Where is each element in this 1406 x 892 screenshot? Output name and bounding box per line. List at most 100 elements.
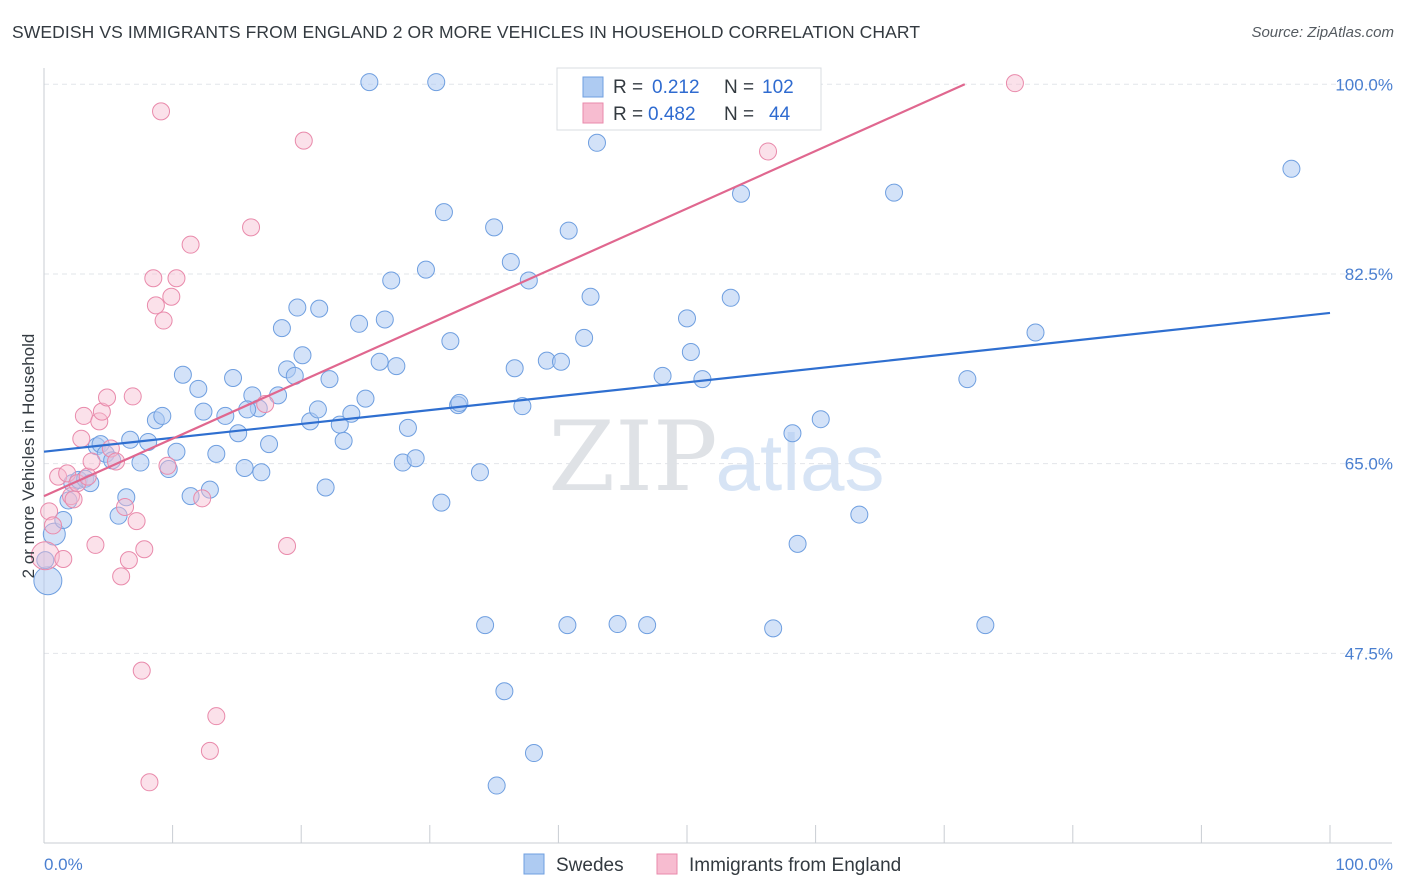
swedes-point-86 xyxy=(681,342,700,361)
swedes-point-20 xyxy=(167,442,186,461)
england-point-2 xyxy=(44,516,63,535)
legend-n-value-1: 102 xyxy=(762,77,794,98)
bottom-legend-england: Immigrants from England xyxy=(689,855,901,876)
swedes-point-57 xyxy=(406,449,425,468)
swedes-point-72 xyxy=(513,397,532,416)
england-point-43 xyxy=(1005,74,1024,93)
swedes-point-81 xyxy=(587,133,606,152)
england-point-31 xyxy=(158,456,177,475)
swedes-point-100 xyxy=(36,551,55,570)
series-immigrants-from-england xyxy=(30,74,1024,792)
england-point-41 xyxy=(294,131,313,150)
legend-r-label-2: R = xyxy=(613,104,643,125)
swedes-point-96 xyxy=(958,370,977,389)
england-point-40 xyxy=(278,537,297,556)
england-point-6 xyxy=(62,487,81,506)
x-tick-labels: 0.0% 100.0% xyxy=(44,855,1393,874)
england-point-26 xyxy=(140,773,159,792)
england-point-1 xyxy=(40,502,59,521)
swedes-point-22 xyxy=(181,487,200,506)
england-point-19 xyxy=(112,567,131,586)
swedes-point-34 xyxy=(260,435,279,454)
swedes-point-97 xyxy=(976,616,995,635)
swedes-point-70 xyxy=(501,253,520,272)
england-point-34 xyxy=(181,235,200,254)
legend-r-label-1: R = xyxy=(613,77,643,98)
source-label: Source: ZipAtlas.com xyxy=(1251,24,1394,41)
england-point-29 xyxy=(152,102,171,121)
swedes-point-92 xyxy=(788,534,807,553)
swedes-point-30 xyxy=(235,458,254,477)
swedes-point-85 xyxy=(678,309,696,328)
y-axis-title: 2 or more Vehicles in Household xyxy=(19,334,38,579)
y-tick-labels: 47.5% 65.0% 82.5% 100.0% xyxy=(1335,75,1393,663)
swedes-point-102 xyxy=(308,400,327,419)
swedes-point-24 xyxy=(194,402,213,421)
england-point-37 xyxy=(207,707,226,726)
watermark-zip: ZIP xyxy=(548,401,717,513)
swedes-point-90 xyxy=(764,619,783,638)
england-point-35 xyxy=(193,489,212,508)
swedes-point-76 xyxy=(551,352,570,371)
england-point-12 xyxy=(82,452,101,471)
england-trend-line xyxy=(43,83,966,498)
legend-n-label-2: N = xyxy=(724,104,754,125)
england-point-32 xyxy=(162,287,181,306)
swedes-point-40 xyxy=(293,346,312,365)
y-tick-label-1: 65.0% xyxy=(1345,455,1393,474)
swedes-point-74 xyxy=(524,744,543,763)
swedes-point-21 xyxy=(173,365,192,384)
england-point-9 xyxy=(72,429,91,448)
bottom-legend-swatch-england xyxy=(656,853,678,875)
swedes-point-59 xyxy=(427,73,446,92)
bottom-legend-swatch-swedes xyxy=(523,853,545,875)
swedes-point-98 xyxy=(1026,323,1045,342)
watermark: ZIP atlas xyxy=(548,401,884,513)
england-point-28 xyxy=(146,296,165,315)
swedes-point-88 xyxy=(721,288,740,307)
england-point-21 xyxy=(119,551,138,570)
england-point-33 xyxy=(167,269,186,288)
y-tick-label-0: 47.5% xyxy=(1345,644,1393,663)
swedes-point-29 xyxy=(229,424,248,443)
swedes-point-42 xyxy=(310,299,329,318)
swedes-point-14 xyxy=(121,430,140,449)
swedes-point-68 xyxy=(487,776,506,795)
england-point-22 xyxy=(123,387,142,406)
swedes-point-28 xyxy=(224,369,243,387)
y-tick-label-3: 100.0% xyxy=(1335,75,1393,94)
grid-lines xyxy=(44,83,1392,654)
england-point-20 xyxy=(116,497,135,516)
swedes-point-51 xyxy=(370,352,389,371)
england-point-16 xyxy=(98,388,117,407)
y-tick-label-2: 82.5% xyxy=(1345,265,1393,284)
swedes-point-79 xyxy=(575,328,594,347)
swedes-point-33 xyxy=(252,463,271,482)
swedes-point-56 xyxy=(398,418,417,437)
england-point-42 xyxy=(759,142,778,161)
swedes-point-94 xyxy=(850,505,869,524)
swedes-point-53 xyxy=(382,271,401,290)
england-point-36 xyxy=(200,741,219,760)
swedes-point-67 xyxy=(485,218,504,237)
swedes-point-48 xyxy=(350,314,369,333)
england-point-23 xyxy=(127,512,146,531)
swedes-point-44 xyxy=(320,370,339,389)
swedes-point-69 xyxy=(495,682,514,701)
swedes-point-91 xyxy=(783,424,802,443)
correlation-legend: R = 0.212 N = 102 R = 0.482 N = 44 xyxy=(556,67,822,131)
swedes-point-18 xyxy=(153,406,172,425)
swedes-point-61 xyxy=(434,203,453,222)
legend-swatch-england xyxy=(582,102,604,124)
swedes-point-66 xyxy=(476,616,495,635)
swedes-point-36 xyxy=(272,319,291,338)
swedes-point-23 xyxy=(189,379,208,398)
swedes-point-99 xyxy=(1282,159,1301,178)
swedes-point-71 xyxy=(505,359,524,378)
x-tick-label-0: 0.0% xyxy=(44,855,83,874)
england-point-4 xyxy=(54,550,73,569)
swedes-point-93 xyxy=(811,410,830,429)
england-point-0 xyxy=(30,541,60,571)
legend-n-label-1: N = xyxy=(724,77,754,98)
